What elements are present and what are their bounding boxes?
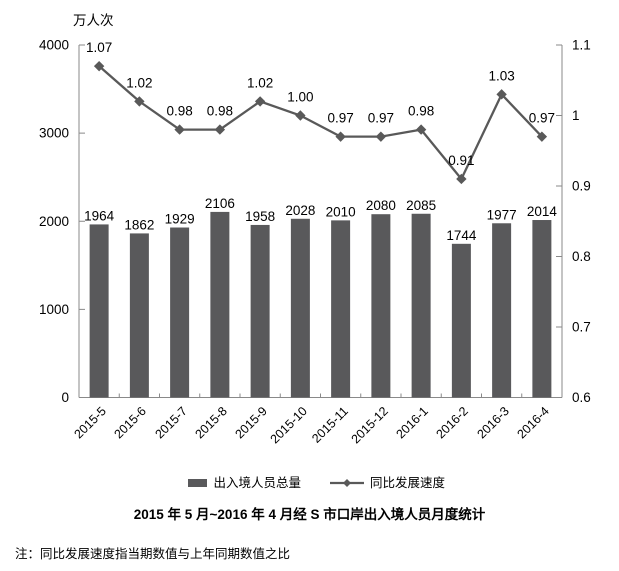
- svg-text:1744: 1744: [446, 228, 477, 243]
- svg-text:0.98: 0.98: [207, 104, 233, 119]
- svg-text:1.07: 1.07: [86, 40, 112, 55]
- svg-text:1.02: 1.02: [126, 75, 152, 90]
- svg-text:0.98: 0.98: [408, 104, 434, 119]
- svg-text:2028: 2028: [285, 203, 315, 218]
- svg-text:0: 0: [61, 390, 69, 405]
- svg-text:1000: 1000: [39, 302, 69, 317]
- svg-text:1862: 1862: [124, 217, 154, 232]
- svg-text:2000: 2000: [39, 214, 69, 229]
- svg-text:0.7: 0.7: [572, 320, 591, 335]
- svg-text:2010: 2010: [326, 204, 356, 219]
- svg-text:1: 1: [572, 108, 580, 123]
- svg-text:0.97: 0.97: [529, 111, 555, 126]
- svg-text:1.1: 1.1: [572, 38, 591, 53]
- svg-text:2085: 2085: [406, 198, 436, 213]
- svg-text:1958: 1958: [245, 209, 275, 224]
- svg-text:1964: 1964: [84, 208, 115, 223]
- svg-text:0.9: 0.9: [572, 179, 591, 194]
- svg-text:1929: 1929: [165, 212, 195, 227]
- svg-text:0.91: 0.91: [448, 153, 474, 168]
- svg-text:1.03: 1.03: [488, 68, 514, 83]
- svg-text:0.97: 0.97: [368, 111, 394, 126]
- svg-text:0.98: 0.98: [166, 104, 192, 119]
- svg-text:3000: 3000: [39, 126, 69, 141]
- svg-text:1.02: 1.02: [247, 75, 273, 90]
- svg-text:0.97: 0.97: [327, 111, 353, 126]
- svg-text:4000: 4000: [39, 38, 69, 53]
- svg-text:2106: 2106: [205, 196, 235, 211]
- svg-text:0.8: 0.8: [572, 249, 591, 264]
- svg-text:2080: 2080: [366, 198, 396, 213]
- svg-text:1977: 1977: [487, 207, 517, 222]
- svg-text:0.6: 0.6: [572, 390, 591, 405]
- svg-text:1.00: 1.00: [287, 90, 313, 105]
- svg-text:2014: 2014: [527, 204, 558, 219]
